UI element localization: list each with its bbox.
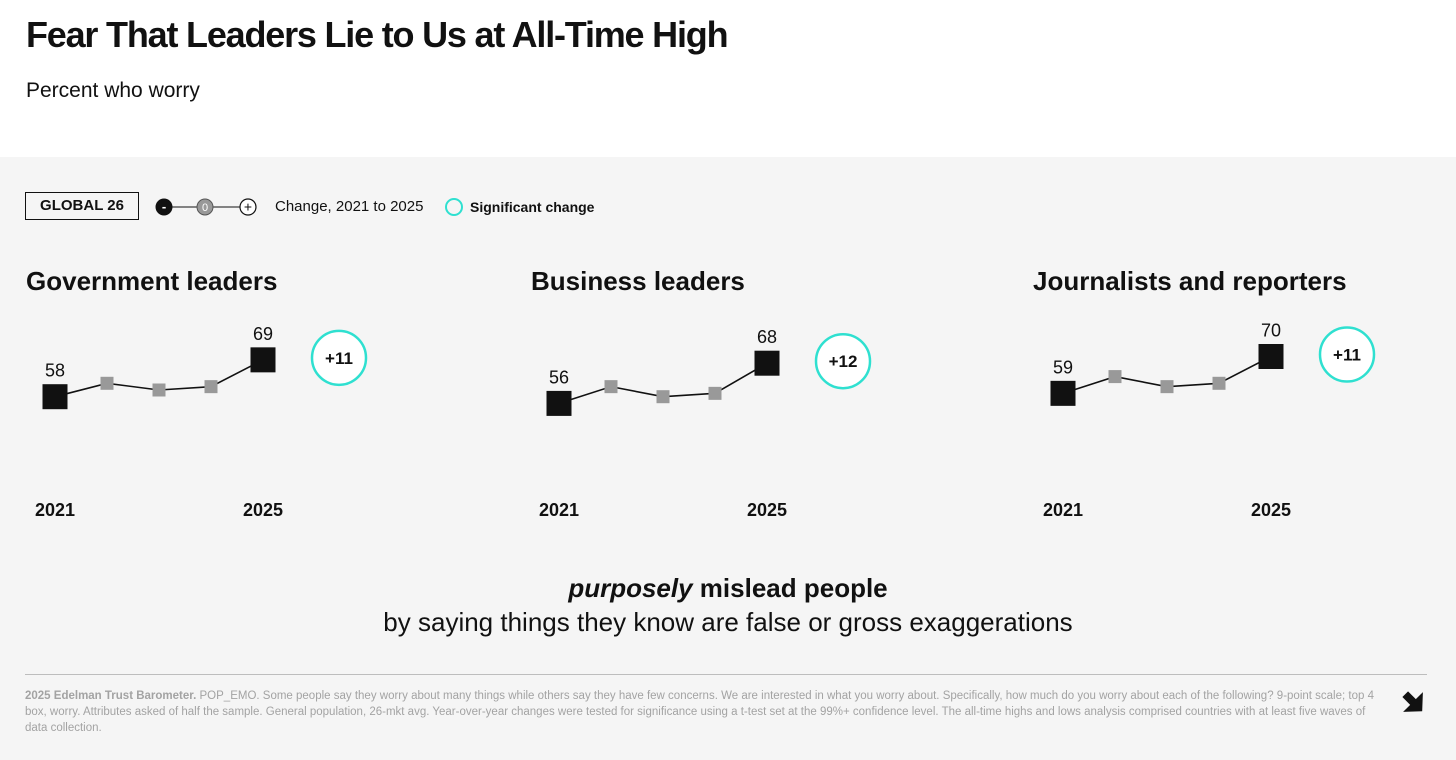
caption-rest: mislead people xyxy=(692,573,888,603)
endpoint-marker xyxy=(250,347,276,373)
caption-line-1: purposely mislead people xyxy=(0,573,1456,604)
data-point xyxy=(656,390,670,404)
x-tick-label: 2021 xyxy=(35,500,75,520)
scale-zero-label: 0 xyxy=(202,202,208,214)
significant-change-icon xyxy=(445,198,463,216)
change-badge xyxy=(310,329,368,387)
data-point xyxy=(152,383,166,397)
footnote-source: 2025 Edelman Trust Barometer. xyxy=(25,690,197,702)
chart-panel: GLOBAL 26 - 0 + Change, 2021 to 2025 Sig… xyxy=(0,157,1456,760)
page-subtitle: Percent who worry xyxy=(26,79,200,102)
data-label: 68 xyxy=(757,327,777,347)
change-label: Change, 2021 to 2025 xyxy=(275,198,424,215)
scale-plus-label: + xyxy=(244,199,252,215)
data-point xyxy=(1108,370,1122,384)
chart-title-government: Government leaders xyxy=(26,266,278,296)
data-point xyxy=(604,380,618,394)
scale-minus-label: - xyxy=(162,199,166,214)
caption-emphasis: purposely xyxy=(568,573,693,603)
change-badge xyxy=(814,332,872,390)
data-point xyxy=(100,376,114,390)
arrow-down-right-icon[interactable] xyxy=(1398,686,1428,716)
endpoint-marker xyxy=(754,350,780,376)
data-label: 59 xyxy=(1053,357,1073,377)
footnote-text: POP_EMO. Some people say they worry abou… xyxy=(25,690,1374,734)
data-point xyxy=(1160,380,1174,394)
data-label: 69 xyxy=(253,324,273,344)
chart-title-business: Business leaders xyxy=(531,266,745,296)
change-value: +11 xyxy=(1333,346,1361,365)
significant-change-label: Significant change xyxy=(470,199,595,215)
legend-row: GLOBAL 26 - 0 + Change, 2021 to 2025 Sig… xyxy=(25,192,725,220)
page-title: Fear That Leaders Lie to Us at All-Time … xyxy=(26,14,729,55)
endpoint-marker xyxy=(1258,344,1284,369)
x-tick-label: 2021 xyxy=(539,500,579,520)
change-value: +12 xyxy=(829,352,858,371)
x-tick-label: 2025 xyxy=(1251,500,1291,520)
data-point xyxy=(204,380,218,394)
footer-divider xyxy=(25,674,1427,675)
footnote: 2025 Edelman Trust Barometer. POP_EMO. S… xyxy=(25,688,1385,736)
chart-business: 56 68 2021 2025 +12 xyxy=(539,327,872,520)
caption-line-2: by saying things they know are false or … xyxy=(383,607,1073,637)
x-tick-label: 2025 xyxy=(747,500,787,520)
data-label: 56 xyxy=(549,367,569,387)
endpoint-marker xyxy=(1050,380,1076,406)
data-point xyxy=(1212,376,1226,390)
chart-government: 58 69 2021 2025 +11 xyxy=(35,324,368,520)
chart-title-journalists: Journalists and reporters xyxy=(1033,266,1347,296)
change-badge xyxy=(1318,326,1376,383)
change-scale-icon: - 0 + xyxy=(155,198,257,216)
x-tick-label: 2025 xyxy=(243,500,283,520)
global-badge: GLOBAL 26 xyxy=(25,192,139,220)
endpoint-marker xyxy=(42,384,68,410)
change-value: +11 xyxy=(325,349,353,368)
data-label: 70 xyxy=(1261,321,1281,341)
endpoint-marker xyxy=(546,390,572,416)
x-tick-label: 2021 xyxy=(1043,500,1083,520)
chart-journalists: 59 70 2021 2025 +11 xyxy=(1043,321,1376,520)
data-label: 58 xyxy=(45,361,65,381)
data-point xyxy=(708,386,722,400)
